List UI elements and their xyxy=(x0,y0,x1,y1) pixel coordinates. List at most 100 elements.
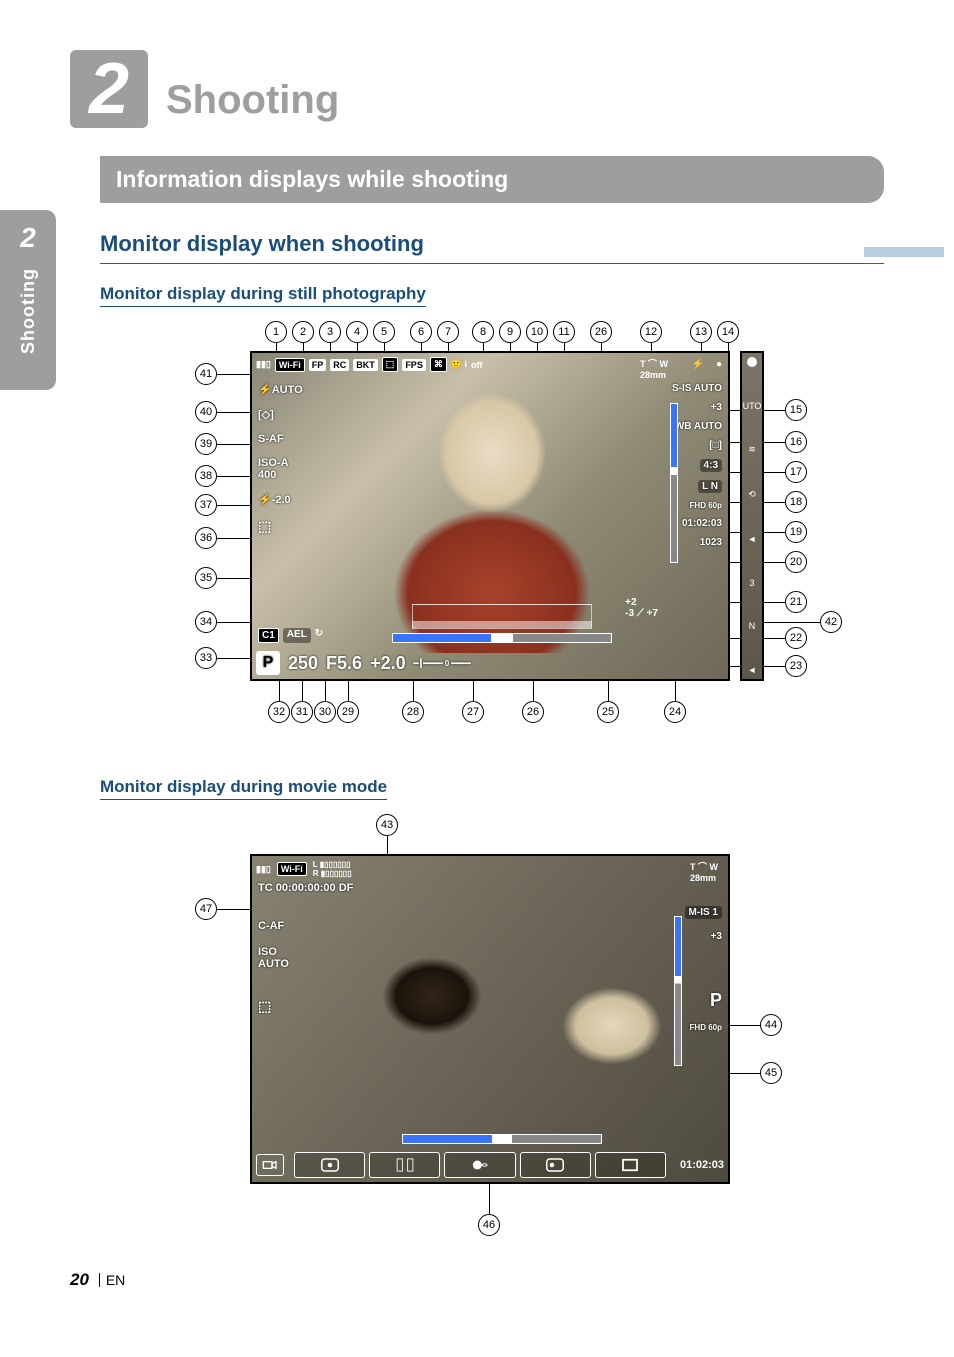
focus-conf-icon: ● xyxy=(716,359,722,370)
wb: WB AUTO xyxy=(675,421,722,432)
mode-box: P xyxy=(256,651,280,675)
callout: 45 xyxy=(760,1062,782,1084)
rec-time: 01:02:03 xyxy=(670,1159,724,1171)
callout: 46 xyxy=(478,1214,500,1236)
chapter-num-box: 2 xyxy=(70,50,148,128)
callout: 25 xyxy=(597,701,619,723)
is-mode: S-IS AUTO xyxy=(672,383,722,394)
touch-icon: ⬚ xyxy=(258,518,303,535)
callout: 31 xyxy=(291,701,313,723)
callout: 10 xyxy=(526,321,548,343)
callout: 27 xyxy=(462,701,484,723)
wifi-badge: Wi-Fi xyxy=(275,358,305,372)
callout: 2 xyxy=(292,321,314,343)
callout: 7 xyxy=(437,321,459,343)
callout: 21 xyxy=(785,591,807,613)
movie-diagram: 43 47 44 45 46 ▮▮▯ Wi-Fi L ▮▯▯▯▯▯▯R ▮▯▯▯… xyxy=(100,814,854,1244)
callout: 12 xyxy=(640,321,662,343)
callout: 44 xyxy=(760,1014,782,1036)
bottom-row: 01:02:03 xyxy=(256,1152,724,1178)
callout: 5 xyxy=(373,321,395,343)
callout: 33 xyxy=(195,647,217,669)
callout: 41 xyxy=(195,363,217,385)
rec-time: 01:02:03 xyxy=(682,518,722,529)
vert-scale xyxy=(670,403,678,563)
flash-mode: ⚡AUTO xyxy=(258,383,303,396)
heading-h3b: Monitor display during movie mode xyxy=(100,777,387,800)
touch-icon: ⬚ xyxy=(258,998,289,1015)
left-column: ⚡AUTO [◇] S-AF ISO-A400 ⚡-2.0 ⬚ xyxy=(258,383,303,535)
heading-h3a: Monitor display during still photography xyxy=(100,284,426,307)
quality: L N xyxy=(698,480,722,493)
movie-q: FHD 60p xyxy=(690,501,722,510)
callout: 37 xyxy=(195,494,217,516)
af-mode: C-AF xyxy=(258,920,289,932)
wifi-badge: Wi-Fi xyxy=(277,862,307,876)
callout: 19 xyxy=(785,521,807,543)
flash-ready-icon: ⚡ xyxy=(692,359,704,370)
keystone-badge: ⌘ xyxy=(430,357,447,372)
zoom-arc: T ⌒ W 28mm xyxy=(690,860,718,883)
callout: 1 xyxy=(265,321,287,343)
movie-cam-icon xyxy=(256,1154,284,1176)
zoom-arc: T ⌒ W 28mm xyxy=(640,357,668,380)
callout: 35 xyxy=(195,567,217,589)
fp-badge: FP xyxy=(309,359,327,371)
callout: 17 xyxy=(785,461,807,483)
chapter-head: 2 Shooting xyxy=(70,50,884,128)
callout: 42 xyxy=(820,611,842,633)
level-bar xyxy=(392,633,612,643)
movie-screen: ▮▮▯ Wi-Fi L ▮▯▯▯▯▯▯R ▮▯▯▯▯▯▯ T ⌒ W 28mm … xyxy=(250,854,730,1184)
callout: 3 xyxy=(319,321,341,343)
callout: 8 xyxy=(472,321,494,343)
movie-q: FHD 60p xyxy=(690,1023,722,1032)
callout: 28 xyxy=(402,701,424,723)
chapter-num: 2 xyxy=(89,53,129,125)
callout: 4 xyxy=(346,321,368,343)
callout: 26 xyxy=(590,321,612,343)
mv-btn-1 xyxy=(294,1152,365,1178)
aperture: F5.6 xyxy=(326,653,362,674)
multi-badge: ⬚ xyxy=(382,357,399,372)
mv-btn-3 xyxy=(444,1152,515,1178)
movie-mode: P xyxy=(710,990,722,1011)
callout: 32 xyxy=(268,701,290,723)
callout: 6 xyxy=(410,321,432,343)
mv-btn-5 xyxy=(595,1152,666,1178)
timecode: TC 00:00:00:00 DF xyxy=(258,882,353,894)
face-icon: 🙂 i xyxy=(451,359,467,370)
callout: 39 xyxy=(195,433,217,455)
callout: 24 xyxy=(664,701,686,723)
mv-btn-2 xyxy=(369,1152,440,1178)
page: 2 Shooting Information displays while sh… xyxy=(0,0,954,1304)
fps-badge: FPS xyxy=(402,359,426,371)
callout: 18 xyxy=(785,491,807,513)
bottom-row: P 250 F5.6 +2.0 ━┃━━━━ 0 ━━━━ xyxy=(256,651,724,675)
callout: 38 xyxy=(195,465,217,487)
still-screen: ▮▮▯ Wi-Fi FP RC BKT ⬚ FPS ⌘ 🙂 i off T ⌒ … xyxy=(250,351,730,681)
callout: 34 xyxy=(195,611,217,633)
rc-badge: RC xyxy=(330,359,349,371)
level-bar xyxy=(402,1134,602,1144)
spot-icon: [◇] xyxy=(258,408,303,421)
chapter-title: Shooting xyxy=(166,78,339,123)
custom-mode: C1 xyxy=(258,628,279,643)
ev-comp: +2.0 xyxy=(370,653,406,674)
left-column: C-AF ISOAUTO ⬚ xyxy=(258,920,289,1015)
still-diagram: 1 2 3 4 5 6 7 8 9 10 11 26 12 13 14 41 4… xyxy=(100,321,854,731)
hl: +3 xyxy=(711,931,722,942)
side-strip: UTO ≋ ⟲ ◄ 3 N ◄ xyxy=(740,351,764,681)
subject-placeholder xyxy=(312,896,692,1156)
aspect: 4:3 xyxy=(700,459,722,472)
shutter: 250 xyxy=(288,653,318,674)
callout: 43 xyxy=(376,814,398,836)
hl-sh: +3 xyxy=(711,402,722,413)
top-row: ▮▮▯ Wi-Fi L ▮▯▯▯▯▯▯R ▮▯▯▯▯▯▯ xyxy=(256,860,724,878)
right-column: M-IS 1 +3 P FHD 60p xyxy=(685,906,722,1032)
callout: 22 xyxy=(785,627,807,649)
callout: 11 xyxy=(553,321,575,343)
meter-icon: [□] xyxy=(709,440,722,451)
right-column: S-IS AUTO +3 WB AUTO [□] 4:3 L N FHD 60p… xyxy=(672,383,722,548)
is-mode: M-IS 1 xyxy=(685,906,722,919)
ael-badge: AEL xyxy=(283,628,311,643)
